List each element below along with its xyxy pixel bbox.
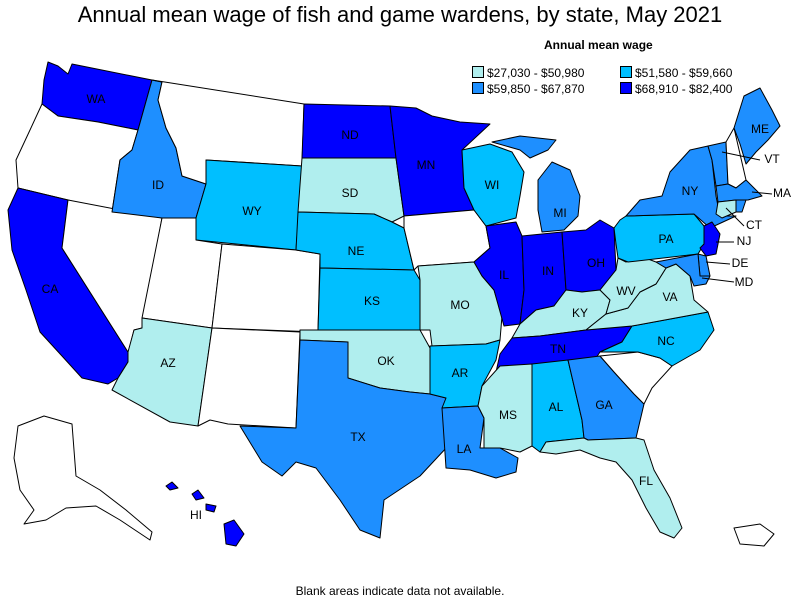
- state-HI[interactable]: [165, 481, 245, 547]
- legend-item-tier-1: $27,030 - $50,980: [472, 66, 584, 80]
- state-label-WY: WY: [242, 204, 261, 218]
- state-label-FL: FL: [639, 474, 653, 488]
- legend-swatch-tier-1: [472, 66, 484, 78]
- state-label-GA: GA: [595, 398, 612, 412]
- state-label-WI: WI: [485, 178, 500, 192]
- state-label-IL: IL: [499, 268, 509, 282]
- state-label-HI: HI: [190, 508, 202, 522]
- state-label-CT: CT: [746, 218, 763, 232]
- state-label-NC: NC: [657, 334, 675, 348]
- state-FL[interactable]: [539, 437, 683, 539]
- state-label-AR: AR: [452, 366, 469, 380]
- state-label-OH: OH: [587, 256, 605, 270]
- state-NM[interactable]: [197, 327, 301, 429]
- state-label-NE: NE: [348, 244, 365, 258]
- state-label-ID: ID: [152, 178, 164, 192]
- state-label-IN: IN: [542, 264, 554, 278]
- state-PR[interactable]: [733, 523, 775, 547]
- state-label-KY: KY: [572, 306, 588, 320]
- state-label-PA: PA: [658, 232, 673, 246]
- state-label-MD: MD: [735, 275, 754, 289]
- map-legend: Annual mean wage $27,030 - $50,980 $51,5…: [470, 38, 800, 100]
- state-label-NY: NY: [682, 184, 699, 198]
- state-label-ME: ME: [751, 122, 769, 136]
- leader-line-MD: [701, 277, 735, 283]
- state-IL[interactable]: [473, 221, 525, 327]
- legend-swatch-tier-3: [472, 82, 484, 94]
- state-AK[interactable]: [13, 415, 153, 541]
- state-MI[interactable]: [491, 135, 581, 233]
- state-ME[interactable]: [733, 87, 781, 165]
- state-RI[interactable]: [735, 199, 747, 213]
- leader-line-DE: [705, 261, 731, 265]
- state-label-MN: MN: [417, 158, 436, 172]
- state-label-TN: TN: [550, 342, 566, 356]
- state-label-CA: CA: [42, 282, 59, 296]
- state-label-OK: OK: [377, 354, 394, 368]
- legend-label-tier-4: $68,910 - $82,400: [635, 82, 733, 96]
- state-label-WV: WV: [616, 284, 635, 298]
- state-label-MA: MA: [773, 186, 791, 200]
- state-label-LA: LA: [457, 442, 472, 456]
- footnote: Blank areas indicate data not available.: [295, 584, 505, 598]
- state-TX[interactable]: [239, 339, 449, 539]
- state-NJ[interactable]: [699, 221, 721, 257]
- state-label-MI: MI: [553, 206, 566, 220]
- state-CO[interactable]: [211, 243, 321, 333]
- us-map: WA CA ID WY AZ ND SD NE KS OK TX MN MO A…: [7, 61, 791, 547]
- state-label-VA: VA: [662, 290, 677, 304]
- leader-line-VT: [721, 151, 761, 161]
- legend-item-tier-3: $59,850 - $67,870: [472, 82, 584, 96]
- legend-swatch-tier-2: [620, 66, 632, 78]
- state-label-VT: VT: [764, 152, 780, 166]
- legend-title: Annual mean wage: [544, 38, 653, 52]
- leader-line-MA: [751, 191, 773, 195]
- page-title: Annual mean wage of fish and game warden…: [77, 2, 723, 27]
- legend-label-tier-3: $59,850 - $67,870: [487, 82, 585, 96]
- state-WI[interactable]: [461, 143, 525, 227]
- legend-label-tier-1: $27,030 - $50,980: [487, 66, 585, 80]
- state-label-NJ: NJ: [737, 234, 752, 248]
- state-label-SD: SD: [342, 186, 359, 200]
- state-label-AL: AL: [549, 400, 564, 414]
- legend-label-tier-2: $51,580 - $59,660: [635, 66, 733, 80]
- legend-item-tier-4: $68,910 - $82,400: [620, 82, 732, 96]
- state-label-MS: MS: [499, 408, 517, 422]
- state-MD[interactable]: [655, 253, 711, 287]
- state-label-DE: DE: [732, 256, 749, 270]
- state-NC[interactable]: [599, 311, 715, 367]
- legend-swatch-tier-4: [620, 82, 632, 94]
- state-label-TX: TX: [350, 430, 365, 444]
- state-label-AZ: AZ: [160, 356, 175, 370]
- legend-item-tier-2: $51,580 - $59,660: [620, 66, 732, 80]
- state-label-MO: MO: [450, 298, 469, 312]
- state-label-ND: ND: [341, 128, 359, 142]
- state-label-KS: KS: [364, 294, 380, 308]
- state-label-WA: WA: [87, 92, 106, 106]
- leader-line-CT: [725, 207, 745, 227]
